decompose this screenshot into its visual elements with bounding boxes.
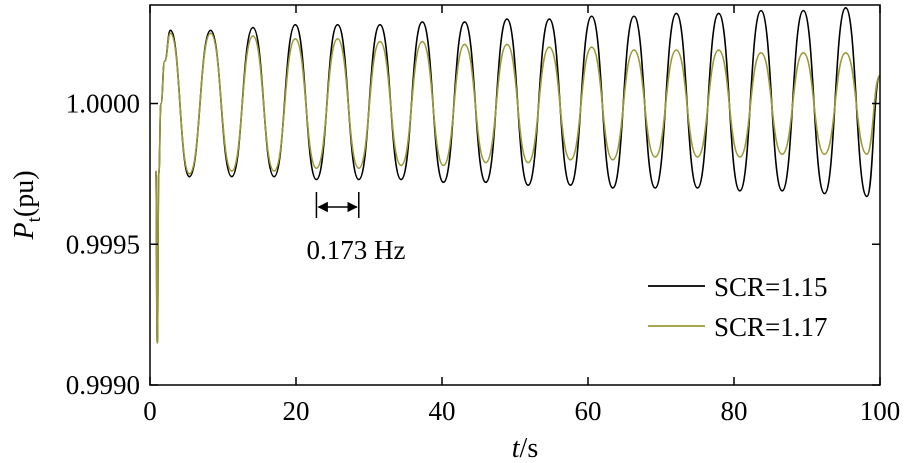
y-tick-label: 0.9995 [66,229,140,259]
tick-layer: 0 20 40 60 80 100 0.9990 0.9995 1.0000 [66,5,901,426]
period-annotation: 0.173 Hz [307,192,406,265]
legend-label-scr-1-17: SCR=1.17 [714,312,828,342]
x-tick-label: 0 [143,396,157,426]
legend: SCR=1.15 SCR=1.17 [648,272,828,342]
series-line-2 [155,32,880,344]
y-tick-label: 0.9990 [66,370,140,400]
plot-frame [149,4,881,386]
x-tick-label: 20 [283,396,310,426]
x-axis-title: t/s [512,433,538,463]
x-tick-label: 60 [575,396,602,426]
x-tick-label: 100 [860,396,901,426]
x-tick-label: 40 [429,396,456,426]
annotation-label: 0.173 Hz [307,235,406,265]
series-layer [155,7,880,344]
legend-label-scr-1-15: SCR=1.15 [714,272,828,302]
x-tick-label: 80 [721,396,748,426]
y-tick-label: 1.0000 [66,89,140,119]
y-axis-title: Pt(pu) [9,170,45,240]
